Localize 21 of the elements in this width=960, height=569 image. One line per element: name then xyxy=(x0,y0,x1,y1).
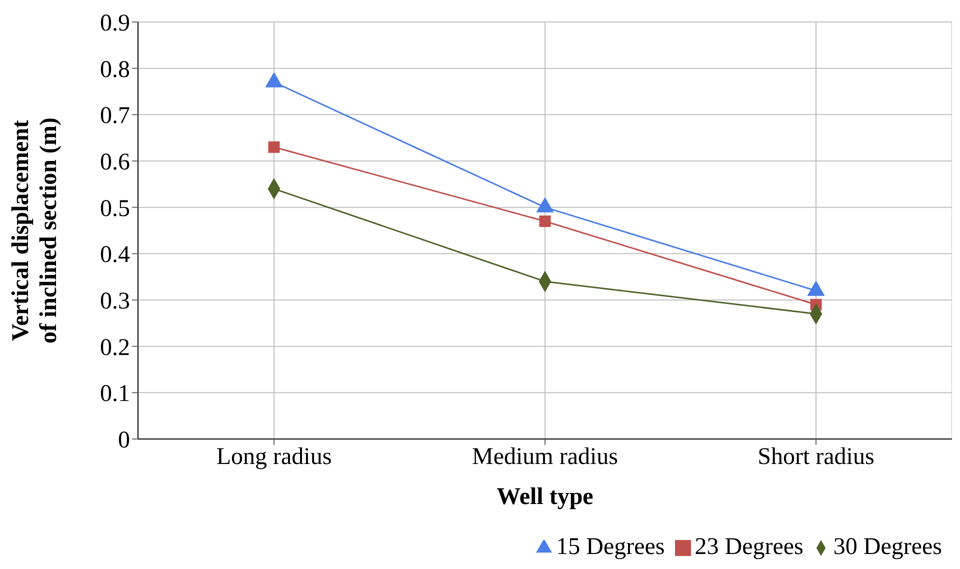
y-tick-label: 0.1 xyxy=(100,381,130,408)
y-tick-label: 0.6 xyxy=(100,150,130,176)
point xyxy=(268,141,280,153)
y-tick-label: 0.3 xyxy=(100,288,130,315)
x-tick-label: Short radius xyxy=(758,444,874,470)
point xyxy=(266,72,282,88)
y-tick-label: 0 xyxy=(118,428,130,454)
y-tick-label: 0.8 xyxy=(100,56,130,83)
legend-label: 23 Degrees xyxy=(694,534,804,560)
y-tick-label: 0.7 xyxy=(100,103,130,130)
y-tick-label: 0.9 xyxy=(100,10,130,37)
x-tick-label: Long radius xyxy=(216,444,332,470)
y-tick-label: 0.4 xyxy=(100,242,130,268)
x-tick-label: Medium radius xyxy=(472,444,618,470)
legend-label: 15 Degrees xyxy=(556,534,665,560)
y-tick-label: 0.2 xyxy=(100,334,130,361)
point xyxy=(539,215,551,227)
y-axis-title: Vertical displacement of inclined section (m) xyxy=(8,118,62,344)
y-tick-label: 0.5 xyxy=(100,196,130,222)
legend-label: 30 Degrees xyxy=(833,534,942,560)
x-axis-title: Well type xyxy=(496,484,594,510)
